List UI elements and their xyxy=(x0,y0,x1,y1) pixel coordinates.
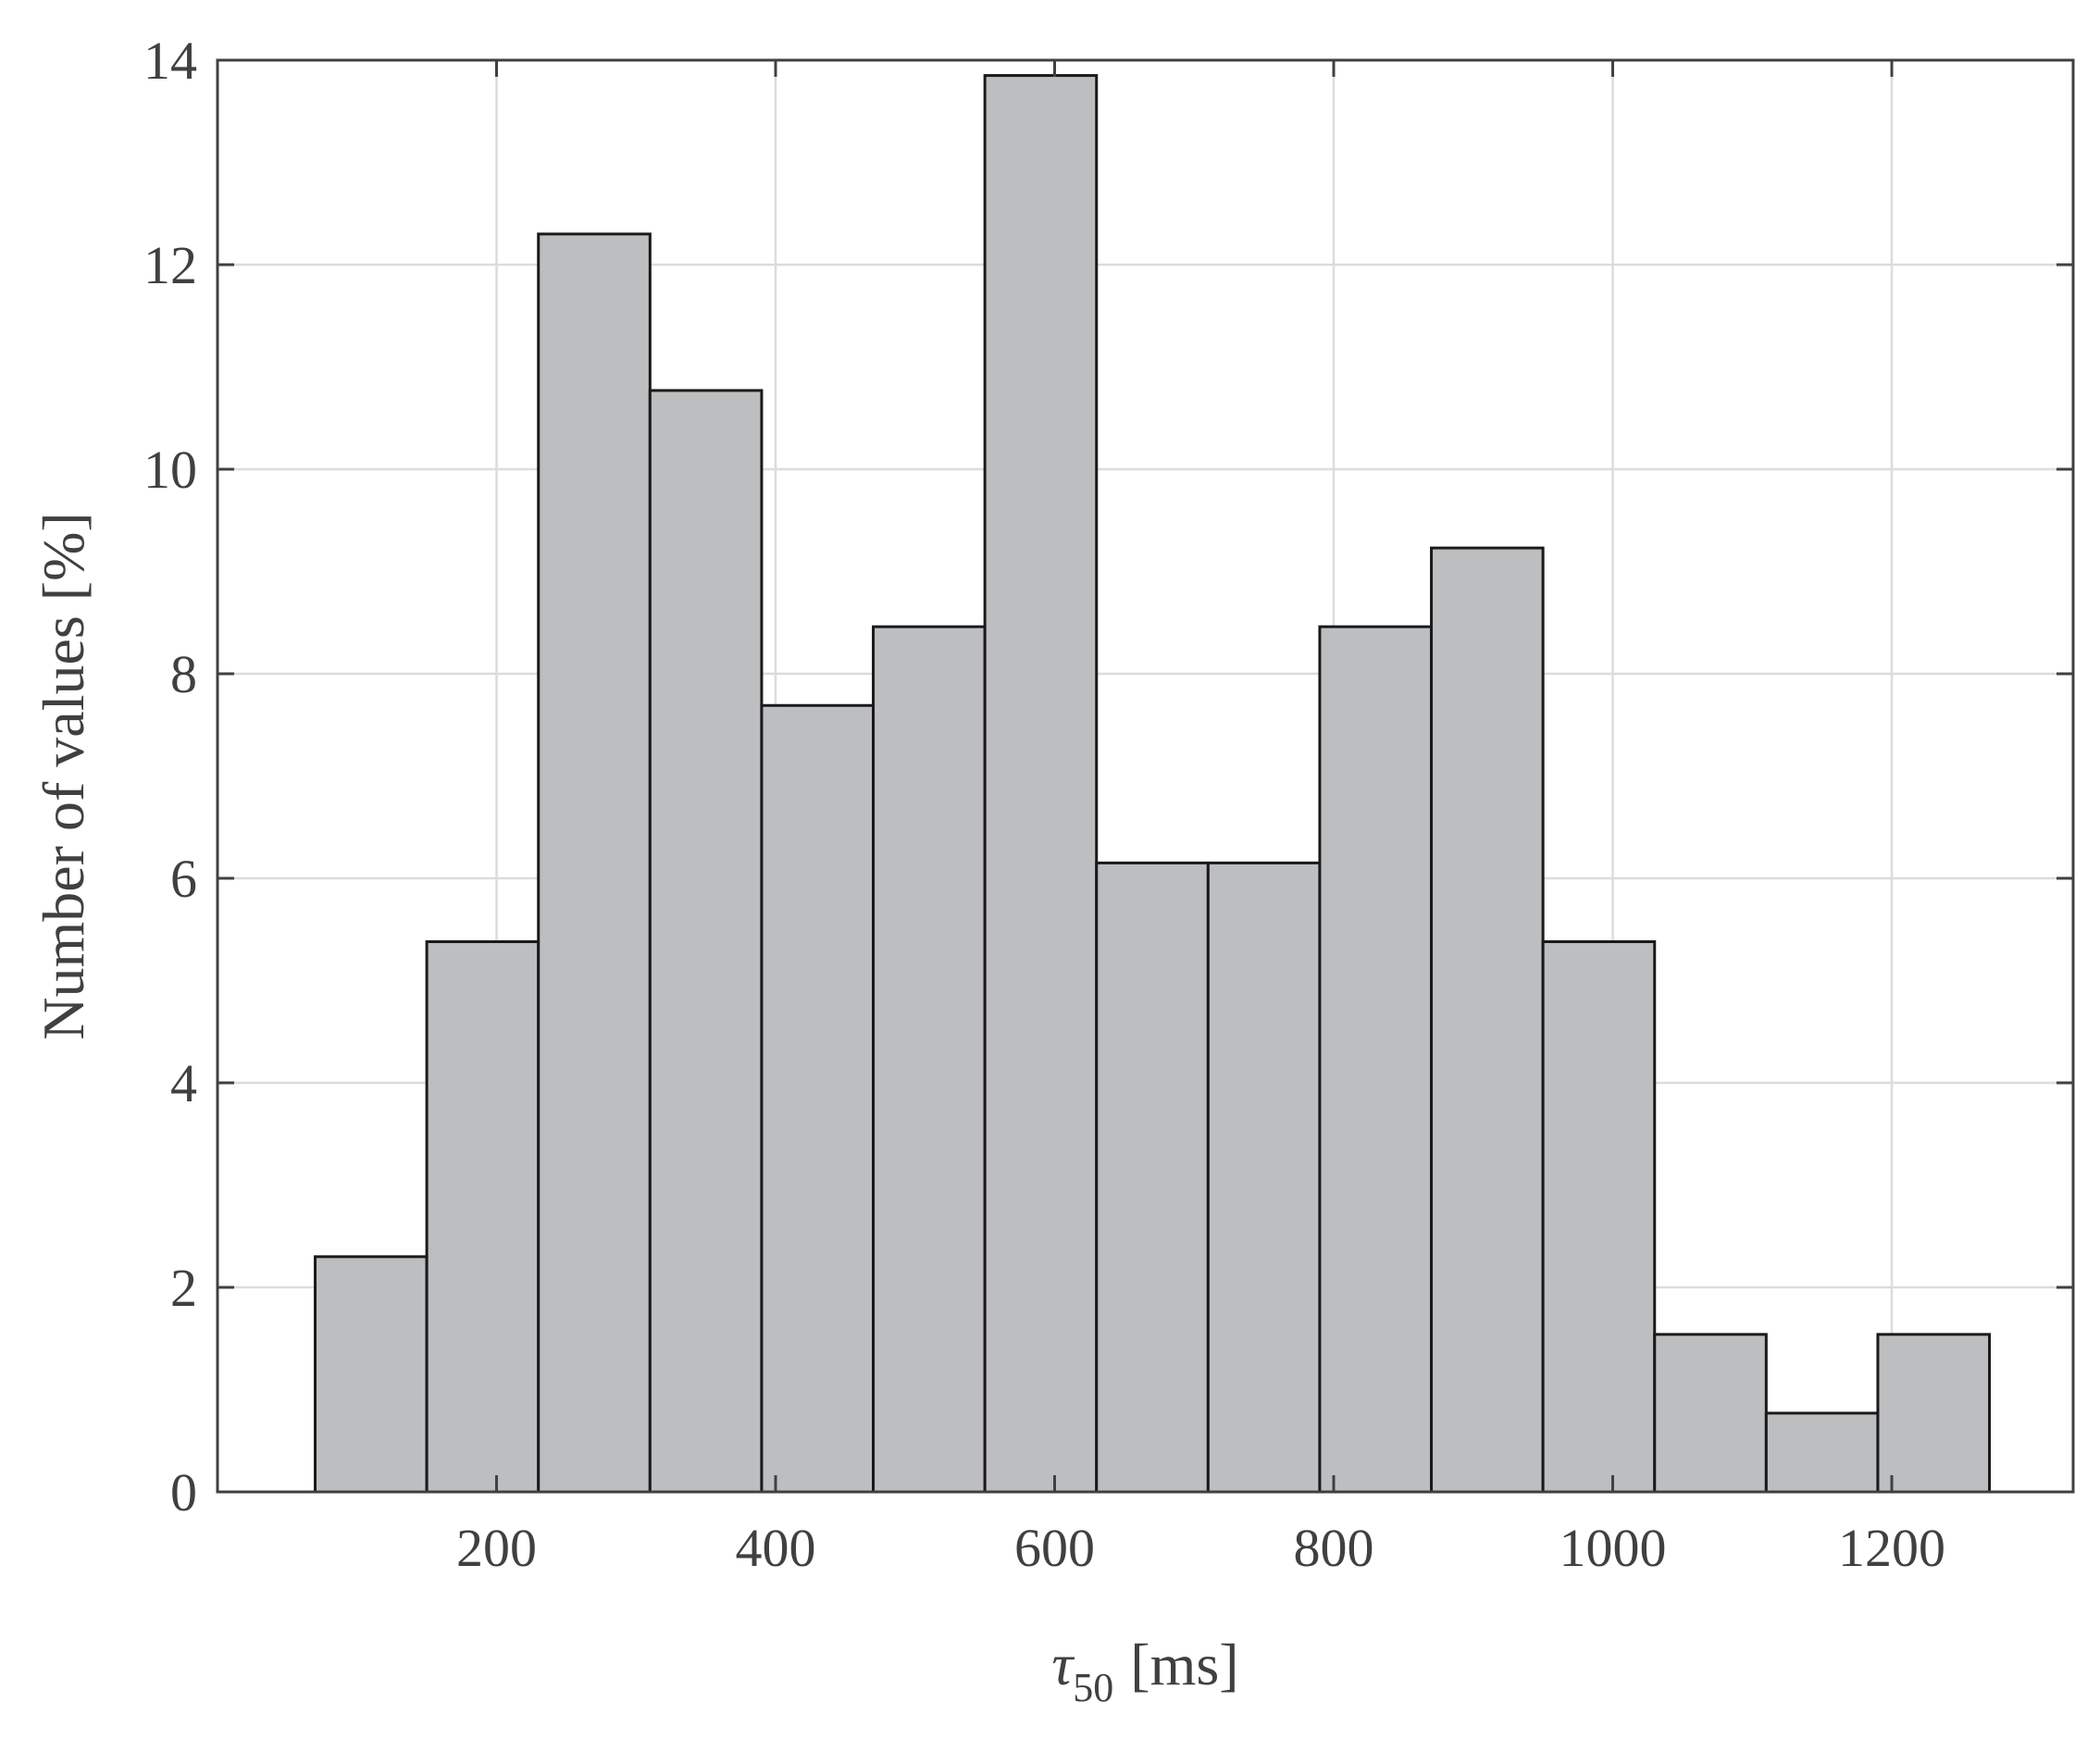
y-tick-label: 12 xyxy=(143,235,197,295)
x-tick-labels: 200 400 600 800 1000 1200 xyxy=(456,1518,1945,1578)
y-tick-label: 14 xyxy=(143,31,197,91)
y-tick-label: 8 xyxy=(170,644,197,704)
x-tick-label: 800 xyxy=(1294,1518,1374,1578)
y-tick-label: 2 xyxy=(170,1258,197,1318)
histogram-bar xyxy=(1318,625,1434,1494)
histogram-bar xyxy=(1653,1333,1768,1494)
histogram-bar xyxy=(648,389,764,1494)
x-tick-label: 600 xyxy=(1014,1518,1095,1578)
y-tick-label: 0 xyxy=(170,1462,197,1522)
plot-frame xyxy=(216,58,2075,1494)
histogram-bar xyxy=(760,703,876,1494)
x-tick-label: 400 xyxy=(736,1518,816,1578)
histogram-bar xyxy=(537,232,652,1494)
histogram-bar xyxy=(314,1255,429,1494)
histogram-bar xyxy=(1095,861,1210,1494)
y-tick-labels: 0 2 4 6 8 10 12 14 xyxy=(143,31,197,1522)
x-tick-label: 1000 xyxy=(1559,1518,1667,1578)
y-tick-label: 10 xyxy=(143,440,197,500)
histogram-bar xyxy=(1206,861,1322,1494)
histogram-bars xyxy=(314,74,1992,1494)
y-tick-label: 4 xyxy=(170,1053,197,1113)
x-tick-label: 1200 xyxy=(1838,1518,1945,1578)
x-tick-label: 200 xyxy=(456,1518,537,1578)
axis-ticks xyxy=(217,58,2073,1494)
x-axis-label: τ50 [ms] xyxy=(1051,1632,1238,1710)
histogram-bar xyxy=(1764,1411,1880,1494)
histogram-bar xyxy=(1541,940,1657,1494)
histogram-bar xyxy=(425,940,541,1494)
y-axis-label: Number of values [%] xyxy=(31,512,96,1039)
histogram-bar xyxy=(1430,546,1545,1494)
histogram-bar xyxy=(1876,1333,1992,1494)
histogram-bar xyxy=(872,625,987,1494)
histogram-bar xyxy=(983,74,1099,1494)
y-tick-label: 6 xyxy=(170,849,197,909)
